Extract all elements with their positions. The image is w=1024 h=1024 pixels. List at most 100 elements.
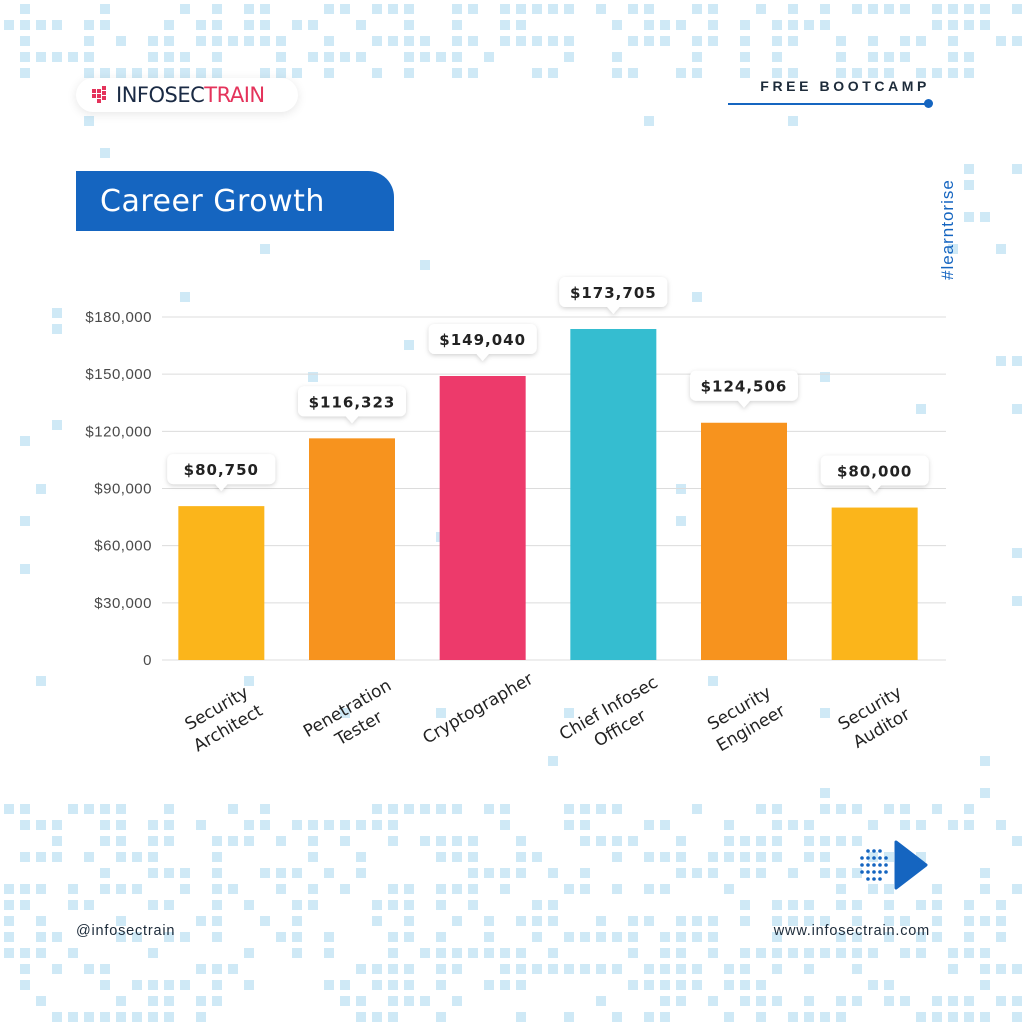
bg-pixel <box>436 980 446 990</box>
bg-pixel <box>820 788 830 798</box>
bg-pixel <box>260 68 270 78</box>
bg-pixel <box>52 852 62 862</box>
bg-pixel <box>148 820 158 830</box>
bg-pixel <box>292 868 302 878</box>
bg-pixel <box>772 996 782 1006</box>
bg-pixel <box>836 884 846 894</box>
bg-pixel <box>948 244 958 254</box>
bg-pixel <box>644 4 654 14</box>
y-tick-label: 0 <box>143 652 152 669</box>
bg-pixel <box>772 964 782 974</box>
bg-pixel <box>516 916 526 926</box>
bg-pixel <box>20 852 30 862</box>
bg-pixel <box>596 964 606 974</box>
brand-name: INFOSECTRAIN <box>116 83 265 107</box>
bg-pixel <box>404 996 414 1006</box>
bg-pixel <box>756 1012 766 1022</box>
bg-pixel <box>580 932 590 942</box>
bg-pixel <box>564 964 574 974</box>
bg-pixel <box>948 36 958 46</box>
bg-pixel <box>564 36 574 46</box>
bg-pixel <box>852 964 862 974</box>
bg-pixel <box>836 836 846 846</box>
bg-pixel <box>548 916 558 926</box>
bg-pixel <box>676 932 686 942</box>
bg-pixel <box>308 900 318 910</box>
bg-pixel <box>276 932 286 942</box>
bg-pixel <box>4 932 14 942</box>
bg-pixel <box>964 212 974 222</box>
bg-pixel <box>836 52 846 62</box>
bg-pixel <box>1012 356 1022 366</box>
bg-pixel <box>676 948 686 958</box>
bg-pixel <box>36 948 46 958</box>
bg-pixel <box>580 868 590 878</box>
bg-pixel <box>996 36 1006 46</box>
bg-pixel <box>244 900 254 910</box>
bg-pixel <box>612 1012 622 1022</box>
bg-pixel <box>948 996 958 1006</box>
bg-pixel <box>532 916 542 926</box>
bg-pixel <box>644 884 654 894</box>
bg-pixel <box>740 916 750 926</box>
bg-pixel <box>836 804 846 814</box>
data-label <box>298 386 406 424</box>
bg-pixel <box>1012 4 1022 14</box>
bg-pixel <box>948 1012 958 1022</box>
bg-pixel <box>772 52 782 62</box>
bg-pixel <box>180 868 190 878</box>
bg-pixel <box>900 804 910 814</box>
bg-pixel <box>868 4 878 14</box>
bg-pixel <box>404 932 414 942</box>
bg-pixel <box>900 916 910 926</box>
bg-pixel <box>772 900 782 910</box>
bg-pixel <box>596 4 606 14</box>
bg-pixel <box>900 948 910 958</box>
bg-pixel <box>740 948 750 958</box>
bg-pixel <box>468 36 478 46</box>
bg-pixel <box>916 820 926 830</box>
bg-pixel <box>500 820 510 830</box>
bg-pixel <box>884 996 894 1006</box>
bg-pixel <box>308 836 318 846</box>
bg-pixel <box>948 4 958 14</box>
data-label-pointer <box>737 399 751 408</box>
bg-pixel <box>964 948 974 958</box>
bg-pixel <box>964 4 974 14</box>
bg-pixel <box>212 852 222 862</box>
bg-pixel <box>516 868 526 878</box>
bg-pixel <box>372 804 382 814</box>
bg-pixel <box>484 980 494 990</box>
x-tick-label-line: Cryptographer <box>419 669 536 748</box>
bg-pixel <box>516 964 526 974</box>
data-label-text: $80,000 <box>837 463 912 481</box>
bg-pixel <box>948 948 958 958</box>
bg-pixel <box>804 900 814 910</box>
bg-pixel <box>116 36 126 46</box>
bg-pixel <box>324 820 334 830</box>
bg-pixel <box>372 916 382 926</box>
bg-pixel <box>788 900 798 910</box>
bg-pixel <box>212 868 222 878</box>
bg-pixel <box>388 932 398 942</box>
bg-pixel <box>404 980 414 990</box>
bg-pixel <box>404 68 414 78</box>
bg-pixel <box>772 916 782 926</box>
bg-pixel <box>52 964 62 974</box>
data-label-text: $149,040 <box>439 331 526 349</box>
bg-pixel <box>484 916 494 926</box>
bg-pixel <box>388 1012 398 1022</box>
bg-pixel <box>884 980 894 990</box>
bg-pixel <box>260 804 270 814</box>
bg-pixel <box>596 836 606 846</box>
bg-pixel <box>212 836 222 846</box>
bg-pixel <box>692 4 702 14</box>
bg-pixel <box>148 900 158 910</box>
bg-pixel <box>884 852 894 862</box>
bg-pixel <box>276 884 286 894</box>
bg-pixel <box>964 52 974 62</box>
bg-pixel <box>36 20 46 30</box>
bg-pixel <box>964 804 974 814</box>
bg-pixel <box>452 884 462 894</box>
bg-pixel <box>932 68 942 78</box>
